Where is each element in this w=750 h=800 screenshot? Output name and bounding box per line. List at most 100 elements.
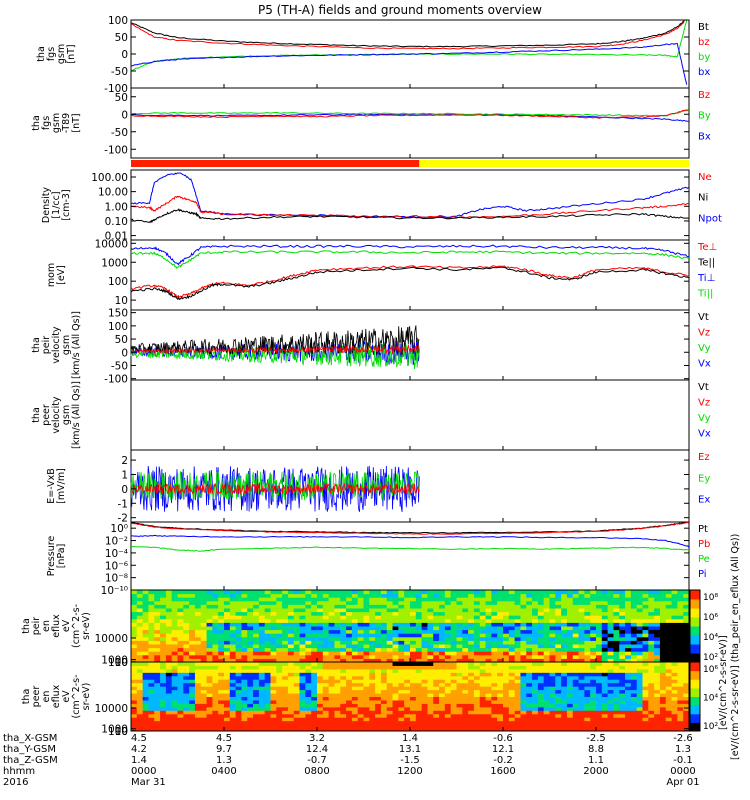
heatmap-cell — [194, 713, 202, 718]
heatmap-cell — [282, 713, 289, 718]
y-label-line: gsm — [51, 113, 62, 133]
heatmap-cell — [340, 696, 347, 701]
heatmap-cell — [357, 597, 364, 602]
heatmap-cell — [235, 720, 242, 725]
heatmap-cell — [229, 647, 237, 652]
heatmap-cell — [671, 672, 678, 677]
heatmap-cell — [607, 696, 614, 701]
heatmap-cell — [450, 651, 457, 656]
heatmap-cell — [683, 658, 690, 663]
heatmap-cell — [625, 615, 632, 620]
heatmap-cell — [636, 699, 643, 704]
heatmap-cell — [404, 604, 411, 609]
heatmap-cell — [229, 651, 237, 656]
heatmap-cell — [607, 636, 614, 641]
heatmap-cell — [142, 600, 149, 605]
heatmap-cell — [503, 604, 510, 609]
heatmap-cell — [659, 696, 667, 701]
heatmap-cell — [549, 622, 556, 627]
heatmap-cell — [183, 693, 190, 697]
heatmap-cell — [241, 717, 248, 722]
heatmap-cell — [224, 706, 231, 711]
heatmap-cell — [276, 618, 283, 623]
heatmap-cell — [584, 717, 591, 722]
heatmap-cell — [439, 706, 446, 711]
heatmap-cell — [468, 679, 475, 684]
heatmap-cell — [194, 696, 202, 701]
heatmap-cell — [601, 672, 609, 677]
heatmap-cell — [444, 600, 452, 605]
heatmap-cell — [136, 658, 144, 663]
heatmap-cell — [607, 682, 614, 687]
heatmap-cell — [398, 644, 405, 649]
burst-trace — [130, 339, 420, 366]
heatmap-cell — [241, 675, 248, 680]
heatmap-cell — [340, 618, 347, 623]
heatmap-cell — [654, 640, 661, 645]
heatmap-cell — [189, 615, 196, 620]
heatmap-cell — [532, 693, 539, 697]
heatmap-cell — [654, 724, 661, 729]
heatmap-cell — [363, 703, 370, 708]
heatmap-cell — [473, 647, 481, 652]
heatmap-cell — [590, 699, 597, 704]
heatmap-cell — [247, 618, 254, 623]
heatmap-cell — [590, 644, 597, 649]
heatmap-cell — [160, 724, 167, 729]
heatmap-cell — [543, 703, 550, 708]
heatmap-cell — [665, 640, 673, 645]
heatmap-cell — [665, 622, 673, 627]
heatmap-cell — [363, 633, 370, 638]
heatmap-cell — [648, 651, 655, 656]
heatmap-cell — [322, 665, 330, 670]
y-label-line: fgs — [46, 47, 57, 61]
heatmap-cell — [433, 608, 440, 613]
heatmap-cell — [526, 633, 533, 638]
heatmap-cell — [566, 593, 574, 598]
heatmap-cell — [311, 636, 318, 641]
y-tick-label: 10⁻⁶ — [105, 560, 128, 572]
heatmap-cell — [375, 647, 382, 652]
heatmap-cell — [136, 727, 144, 732]
heatmap-cell — [508, 668, 516, 673]
heatmap-cell — [636, 686, 643, 691]
heatmap-cell — [450, 699, 457, 704]
heatmap-cell — [270, 679, 277, 684]
heatmap-cell — [578, 604, 585, 609]
heatmap-cell — [619, 640, 626, 645]
heatmap-cell — [380, 647, 388, 652]
heatmap-cell — [177, 717, 184, 722]
heatmap-cell — [456, 593, 463, 598]
heatmap-cell — [636, 615, 643, 620]
heatmap-cell — [601, 689, 609, 694]
heatmap-cell — [258, 654, 266, 659]
heatmap-cell — [659, 672, 667, 677]
heatmap-cell — [206, 604, 213, 609]
heatmap-cell — [590, 600, 597, 605]
heatmap-cell — [549, 724, 556, 729]
heatmap-cell — [200, 668, 208, 673]
heatmap-cell — [148, 633, 155, 638]
heatmap-cell — [503, 600, 510, 605]
heatmap-cell — [142, 626, 149, 631]
heatmap-cell — [340, 724, 347, 729]
heatmap-cell — [258, 593, 266, 598]
heatmap-cell — [317, 640, 324, 645]
heatmap-cell — [322, 590, 330, 595]
heatmap-cell — [619, 706, 626, 711]
heatmap-cell — [456, 626, 463, 631]
heatmap-cell — [380, 608, 388, 613]
heatmap-cell — [375, 654, 382, 659]
heatmap-cell — [520, 699, 527, 704]
heatmap-cell — [357, 703, 364, 708]
heatmap-cell — [282, 651, 289, 656]
heatmap-cell — [154, 662, 161, 666]
heatmap-cell — [369, 717, 376, 722]
heatmap-cell — [648, 604, 655, 609]
heatmap-cell — [229, 693, 237, 697]
heatmap-cell — [171, 647, 178, 652]
heatmap-cell — [671, 644, 678, 649]
heatmap-cell — [165, 679, 173, 684]
heatmap-cell — [439, 672, 446, 677]
heatmap-cell — [224, 689, 231, 694]
